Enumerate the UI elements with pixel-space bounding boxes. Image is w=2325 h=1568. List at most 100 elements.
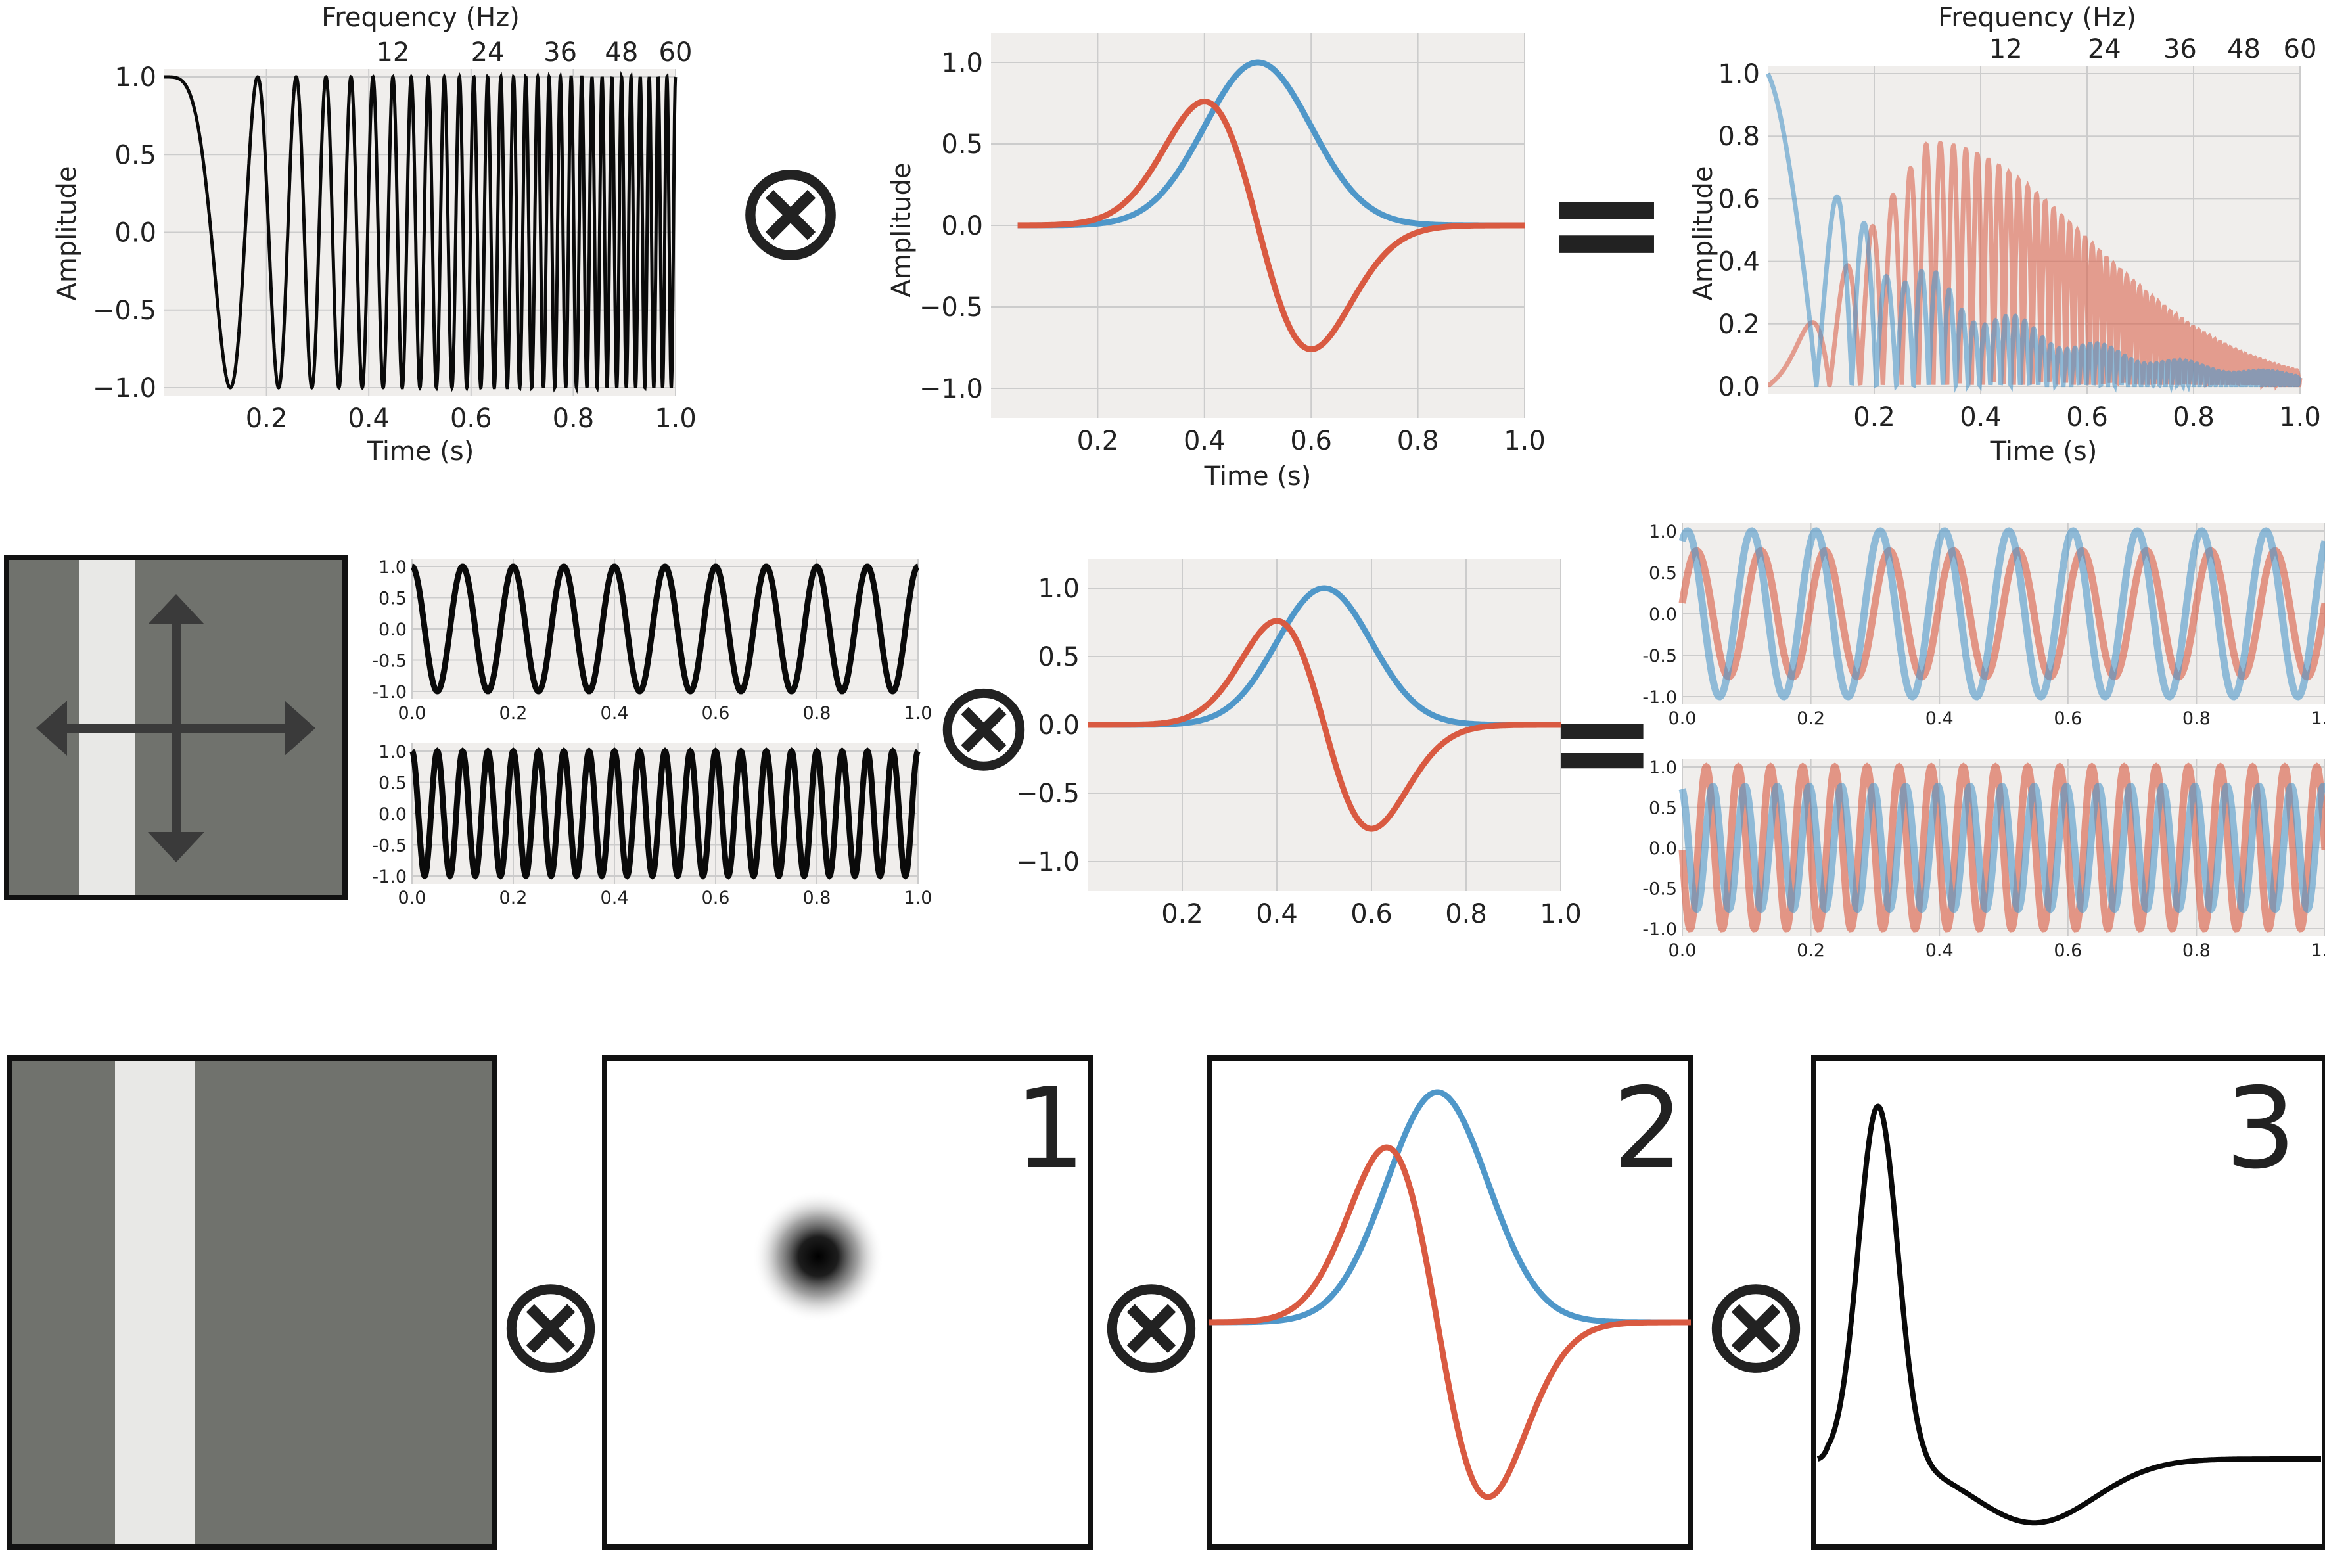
x-tick-label: 0.2 <box>499 703 528 724</box>
y-tick-label: -1.0 <box>1642 919 1677 940</box>
top-axis-label: Frequency (Hz) <box>1938 3 2136 33</box>
top-tick-label: 60 <box>2284 34 2317 64</box>
y-tick-label: 0.0 <box>1649 839 1677 859</box>
chart-grating-low-frequency: 0.0 0.2 0.4 0.6 0.8 1.0 1.0 0.5 0.0 -0.5 -1.0 <box>372 557 932 724</box>
tick-labels: 0.0 0.2 0.4 0.6 0.8 1.0 1.0 0.5 0.0 -0.5 -1.0 <box>1642 758 2325 961</box>
top-tick-label: 48 <box>605 37 638 68</box>
series-layer <box>164 70 678 394</box>
series-layer <box>1017 59 1525 353</box>
y-tick-label: 0.0 <box>1718 372 1760 402</box>
series-line-impulse <box>1816 1103 2321 1526</box>
x-tick-label: 1.0 <box>2311 708 2325 729</box>
y-tick-label: 0.5 <box>1649 563 1677 584</box>
y-tick-label: 0.5 <box>114 140 156 170</box>
top-tick-label: 12 <box>1989 34 2023 64</box>
x-tick-label: 0.2 <box>1797 708 1825 729</box>
series-line-blue <box>1209 1089 1691 1326</box>
series-line-red <box>1678 762 2325 933</box>
panel-1-spatial-filter: 1 <box>602 1055 1093 1550</box>
x-tick-label: 1.0 <box>1540 899 1582 929</box>
y-tick-label: 0.5 <box>1038 642 1080 672</box>
panel-3-impulse-response: 3 <box>1811 1055 2325 1550</box>
x-tick-label: 1.0 <box>2311 940 2325 961</box>
x-tick-label: 0.2 <box>1077 426 1119 456</box>
x-tick-label: 0.4 <box>601 703 629 724</box>
y-tick-label: 0.0 <box>1649 605 1677 625</box>
x-tick-label: 0.4 <box>1925 708 1954 729</box>
y-tick-label: -0.5 <box>372 836 407 856</box>
x-tick-label: 0.8 <box>803 888 831 908</box>
series-line-chirp <box>164 70 678 394</box>
tick-labels: 0.0 0.2 0.4 0.6 0.8 1.0 1.0 0.5 0.0 -0.5 -1.0 <box>1642 522 2325 729</box>
series-line-blue <box>1678 783 2325 913</box>
y-tick-label: -0.5 <box>372 651 407 672</box>
series-layer <box>409 747 921 880</box>
y-tick-label: -0.5 <box>1642 879 1677 900</box>
x-tick-label: 0.4 <box>1960 402 2002 432</box>
stimulus-static-bar <box>7 1055 497 1550</box>
top-tick-label: 12 <box>376 37 409 68</box>
panel-number: 1 <box>1015 1064 1086 1194</box>
y-tick-label: -1.0 <box>372 682 407 703</box>
series-layer <box>1088 585 1561 832</box>
top-tick-label: 24 <box>2088 34 2121 64</box>
top-axis-label: Frequency (Hz) <box>321 3 520 33</box>
y-axis-label: Amplitude <box>886 163 917 298</box>
series-layer <box>1678 527 2325 701</box>
x-axis-label: Time (s) <box>367 436 474 467</box>
chart-response-high-frequency: 0.0 0.2 0.4 0.6 0.8 1.0 1.0 0.5 0.0 -0.5 -1.0 <box>1642 758 2325 961</box>
x-tick-label: 0.8 <box>803 703 831 724</box>
y-tick-label: 0.0 <box>114 218 156 248</box>
convolve-operator-5: ⊗ <box>1699 1247 1812 1403</box>
x-tick-label: 0.6 <box>1290 426 1332 456</box>
top-tick-label: 36 <box>2163 34 2197 64</box>
tick-labels: 0.0 0.2 0.4 0.6 0.8 1.0 1.0 0.5 0.0 -0.5 -1.0 <box>372 557 932 724</box>
panel-frame <box>1207 1055 1693 1550</box>
x-tick-label: 0.8 <box>2182 940 2211 961</box>
stimulus-bar <box>115 1061 195 1544</box>
y-axis-label: Amplitude <box>52 166 82 301</box>
x-tick-label: 0.2 <box>499 888 528 908</box>
series-layer <box>1816 1103 2321 1526</box>
stimulus-background <box>7 1055 497 1550</box>
move-arrows-icon <box>36 594 315 862</box>
series-line-grating <box>410 563 920 695</box>
x-tick-label: 0.8 <box>1397 426 1439 456</box>
panel-number: 2 <box>1613 1064 1684 1194</box>
series-layer <box>410 563 920 695</box>
x-tick-label: 0.4 <box>1184 426 1226 456</box>
x-tick-label: 1.0 <box>1504 426 1546 456</box>
chart-temporal-filter-middle: 0.2 0.4 0.6 0.8 1.0 1.0 0.5 0.0 −0.5 −1.0 <box>1016 559 1582 929</box>
convolve-operator-3: ⊗ <box>494 1247 607 1403</box>
y-tick-label: 0.8 <box>1718 122 1760 152</box>
y-tick-label: −0.5 <box>919 292 983 323</box>
y-tick-label: 0.2 <box>1718 310 1760 340</box>
y-tick-label: 1.0 <box>941 48 983 78</box>
y-tick-label: 0.4 <box>1718 247 1760 277</box>
tick-labels: 0.0 0.2 0.4 0.6 0.8 1.0 1.0 0.5 0.0 -0.5 -1.0 <box>372 742 932 908</box>
series-layer <box>1678 762 2325 933</box>
x-tick-label: 0.8 <box>2182 708 2211 729</box>
x-tick-label: 0.8 <box>553 404 595 434</box>
y-tick-label: 0.5 <box>379 589 407 609</box>
x-tick-label: 0.6 <box>2054 708 2082 729</box>
equals-operator-1: = <box>1544 135 1670 311</box>
series-line-red <box>1209 1144 1691 1500</box>
series-line-grating <box>409 747 921 880</box>
y-tick-label: 0.0 <box>941 211 983 241</box>
y-tick-label: 0.0 <box>1038 710 1080 741</box>
x-tick-label: 0.6 <box>702 888 730 908</box>
y-tick-label: 1.0 <box>1649 522 1677 542</box>
y-tick-label: 0.5 <box>1649 798 1677 819</box>
panel-2-temporal-filter: 2 <box>1207 1055 1693 1550</box>
y-tick-label: −1.0 <box>919 374 983 404</box>
y-tick-label: 1.0 <box>379 557 407 578</box>
top-tick-label: 60 <box>659 37 693 68</box>
chart-response-spectrum: 0.2 0.4 0.6 0.8 1.0 1.0 0.8 0.6 0.4 0.2 0.0 12 24 36 4… <box>1688 3 2321 467</box>
x-tick-label: 0.2 <box>1853 402 1895 432</box>
y-tick-label: 1.0 <box>379 742 407 762</box>
y-tick-label: -1.0 <box>1642 687 1677 708</box>
top-tick-label: 36 <box>543 37 577 68</box>
chart-chirp: 0.2 0.4 0.6 0.8 1.0 1.0 0.5 0.0 −0.5 −1.0 12 24 36 48… <box>52 3 697 467</box>
